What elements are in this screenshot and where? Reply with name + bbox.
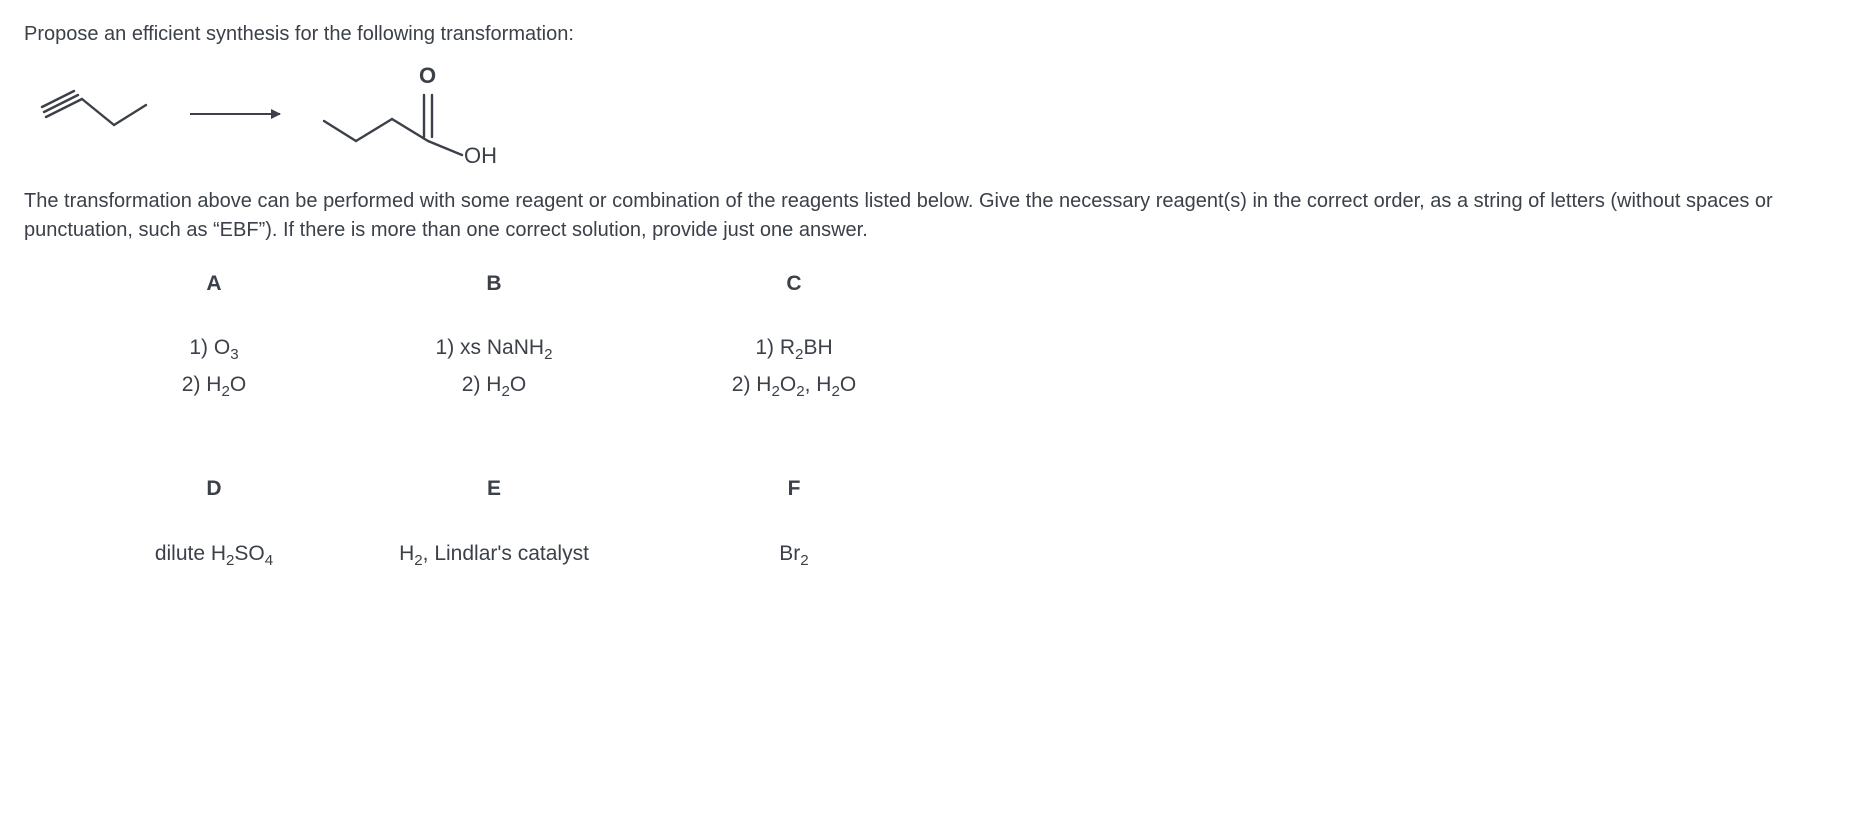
product-molecule: O OH	[306, 59, 526, 169]
question-prompt: Propose an efficient synthesis for the f…	[24, 20, 1825, 49]
reagent-label: A	[84, 269, 344, 299]
reagent-C: C 1) R2BH2) H2O2, H2O	[644, 269, 944, 404]
reagent-lines: dilute H2SO4	[84, 537, 344, 573]
reagent-grid: A 1) O32) H2O B 1) xs NaNH22) H2O C 1) R…	[24, 269, 1825, 573]
starting-material	[24, 79, 164, 149]
question-body: The transformation above can be performe…	[24, 187, 1825, 245]
reagent-label: E	[344, 474, 644, 504]
reagent-E: E H2, Lindlar's catalyst	[344, 474, 644, 573]
reagent-lines: H2, Lindlar's catalyst	[344, 537, 644, 573]
reaction-arrow	[190, 113, 280, 115]
reagent-F: F Br2	[644, 474, 944, 573]
reagent-label: F	[644, 474, 944, 504]
reagent-lines: 1) O32) H2O	[84, 331, 344, 404]
reagent-A: A 1) O32) H2O	[84, 269, 344, 404]
reagent-label: B	[344, 269, 644, 299]
reagent-lines: 1) R2BH2) H2O2, H2O	[644, 331, 944, 404]
reagent-label: D	[84, 474, 344, 504]
reagent-D: D dilute H2SO4	[84, 474, 344, 573]
reagent-lines: Br2	[644, 537, 944, 573]
reagent-B: B 1) xs NaNH22) H2O	[344, 269, 644, 404]
reagent-lines: 1) xs NaNH22) H2O	[344, 331, 644, 404]
reagent-label: C	[644, 269, 944, 299]
carbonyl-O-label: O	[419, 63, 436, 88]
reaction-scheme: O OH	[24, 59, 1825, 169]
hydroxyl-label: OH	[464, 143, 497, 168]
